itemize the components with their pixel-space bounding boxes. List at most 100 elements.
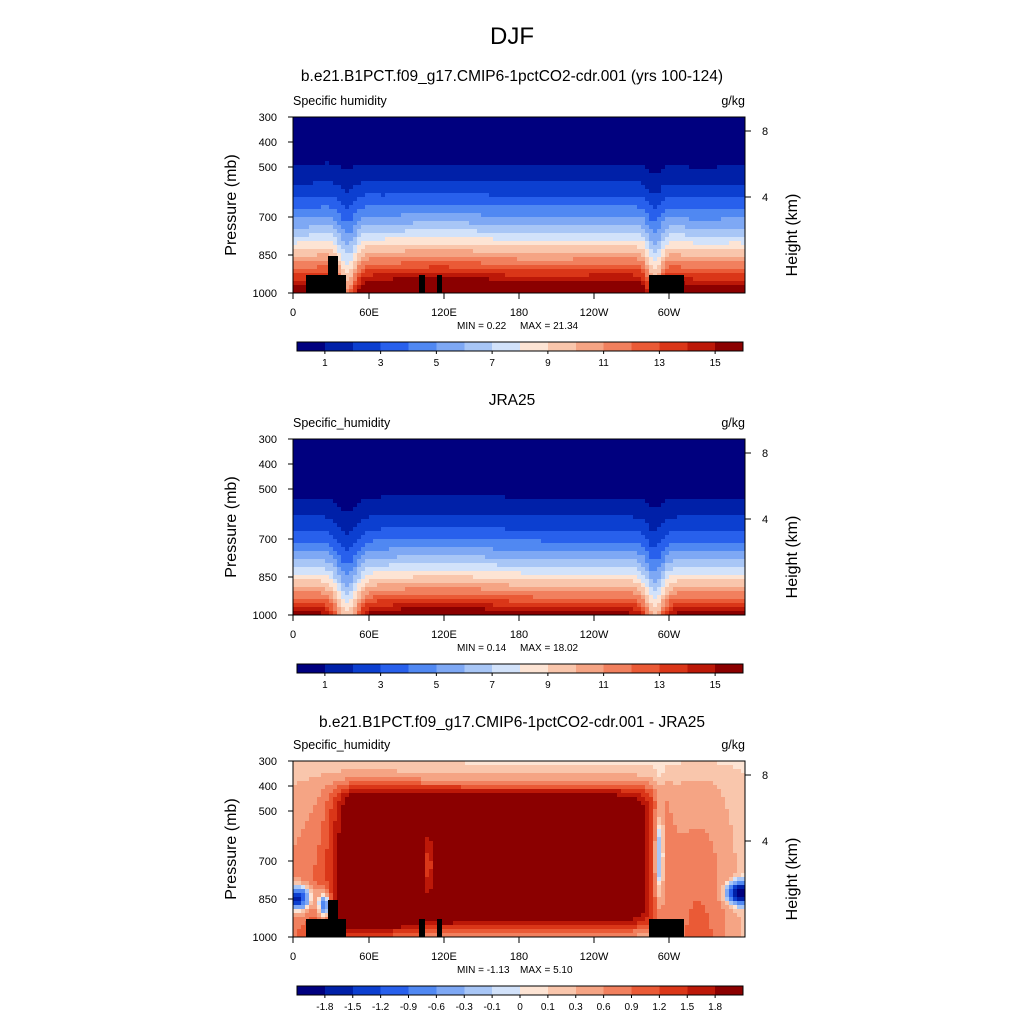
- field-cell: [561, 257, 566, 262]
- field-cell: [621, 149, 626, 154]
- field-cell: [561, 137, 566, 142]
- field-cell: [721, 269, 726, 274]
- field-cell: [465, 217, 470, 222]
- field-cell: [421, 121, 426, 126]
- field-cell: [545, 213, 550, 218]
- field-cell: [497, 153, 502, 158]
- field-cell: [557, 117, 562, 122]
- field-cell: [385, 281, 390, 286]
- field-cell: [541, 225, 546, 230]
- field-cell: [493, 121, 498, 126]
- field-cell: [421, 133, 426, 138]
- field-cell: [553, 269, 558, 274]
- field-cell: [525, 169, 530, 174]
- field-cell: [489, 269, 494, 274]
- field-cell: [661, 241, 666, 246]
- field-cell: [517, 129, 522, 134]
- field-cell: [337, 117, 342, 122]
- field-cell: [693, 249, 698, 254]
- field-cell: [573, 277, 578, 282]
- field-cell: [477, 249, 482, 254]
- field-cell: [553, 133, 558, 138]
- field-cell: [721, 165, 726, 170]
- field-cell: [293, 241, 298, 246]
- field-cell: [641, 277, 646, 282]
- field-cell: [297, 177, 302, 182]
- field-cell: [373, 125, 378, 130]
- field-cell: [601, 261, 606, 266]
- field-cell: [493, 129, 498, 134]
- field-cell: [613, 273, 618, 278]
- field-cell: [453, 241, 458, 246]
- field-cell: [357, 241, 362, 246]
- field-cell: [457, 217, 462, 222]
- field-cell: [621, 269, 626, 274]
- field-cell: [421, 213, 426, 218]
- field-cell: [609, 285, 614, 290]
- field-cell: [297, 229, 302, 234]
- field-cell: [625, 173, 630, 178]
- field-cell: [361, 145, 366, 150]
- field-cell: [605, 125, 610, 130]
- field-cell: [309, 125, 314, 130]
- field-cell: [625, 249, 630, 254]
- field-cell: [413, 269, 418, 274]
- field-cell: [401, 197, 406, 202]
- field-cell: [373, 281, 378, 286]
- field-cell: [297, 189, 302, 194]
- field-cell: [541, 125, 546, 130]
- field-cell: [537, 269, 542, 274]
- field-cell: [501, 177, 506, 182]
- field-cell: [345, 217, 350, 222]
- field-cell: [413, 209, 418, 214]
- field-cell: [489, 285, 494, 290]
- field-cell: [589, 153, 594, 158]
- field-cell: [441, 153, 446, 158]
- field-cell: [541, 193, 546, 198]
- field-cell: [469, 229, 474, 234]
- field-cell: [485, 189, 490, 194]
- field-cell: [353, 233, 358, 238]
- field-cell: [373, 213, 378, 218]
- field-cell: [629, 189, 634, 194]
- field-cell: [373, 249, 378, 254]
- field-cell: [673, 189, 678, 194]
- field-cell: [485, 141, 490, 146]
- field-cell: [633, 201, 638, 206]
- field-cell: [329, 233, 334, 238]
- field-cell: [733, 229, 738, 234]
- field-cell: [517, 161, 522, 166]
- field-cell: [737, 197, 742, 202]
- field-cell: [381, 257, 386, 262]
- field-cell: [565, 129, 570, 134]
- field-cell: [545, 257, 550, 262]
- field-cell: [705, 145, 710, 150]
- field-cell: [609, 201, 614, 206]
- field-cell: [629, 141, 634, 146]
- field-cell: [373, 277, 378, 282]
- field-cell: [557, 125, 562, 130]
- field-cell: [357, 197, 362, 202]
- field-cell: [737, 237, 742, 242]
- field-cell: [597, 117, 602, 122]
- field-cell: [669, 169, 674, 174]
- field-cell: [461, 121, 466, 126]
- field-cell: [549, 281, 554, 286]
- field-cell: [529, 129, 534, 134]
- field-cell: [505, 149, 510, 154]
- field-cell: [441, 121, 446, 126]
- field-cell: [385, 277, 390, 282]
- field-cell: [457, 281, 462, 286]
- field-cell: [661, 221, 666, 226]
- field-cell: [397, 137, 402, 142]
- field-cell: [529, 201, 534, 206]
- field-cell: [597, 229, 602, 234]
- field-cell: [549, 237, 554, 242]
- field-cell: [649, 133, 654, 138]
- field-cell: [577, 117, 582, 122]
- field-cell: [721, 157, 726, 162]
- field-cell: [465, 221, 470, 226]
- field-cell: [737, 121, 742, 126]
- field-cell: [597, 145, 602, 150]
- field-cell: [497, 269, 502, 274]
